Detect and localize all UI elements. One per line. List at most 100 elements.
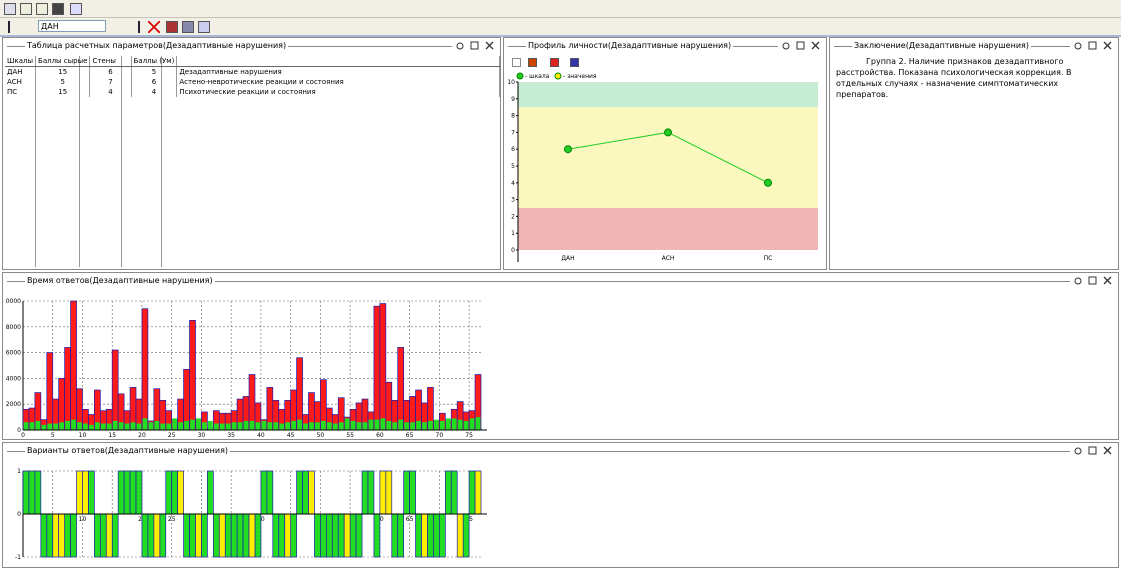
pin-icon — [1074, 447, 1082, 455]
tool-button[interactable] — [52, 3, 64, 15]
tool-button[interactable] — [198, 21, 210, 33]
bar — [451, 418, 457, 430]
y-tick-label: 0 — [17, 427, 21, 434]
bar — [337, 513, 345, 558]
prev-button[interactable] — [24, 21, 36, 33]
bar — [201, 513, 208, 558]
bar — [148, 422, 154, 430]
bar — [231, 422, 237, 430]
x-tick-label: 40 — [257, 432, 265, 437]
bar — [468, 470, 476, 515]
bar — [135, 470, 143, 515]
tool-button[interactable] — [182, 21, 194, 33]
bar — [172, 418, 178, 430]
panel-header: Профиль личности(Дезадаптивные нарушения… — [504, 38, 826, 54]
table-row: АСН 5 7 6 Астено-невротические реакции и сос… — [5, 77, 500, 87]
next-button[interactable] — [113, 21, 125, 33]
table-cell: 15 — [35, 87, 91, 97]
legend-label: - шкала — [525, 73, 550, 80]
bar — [100, 423, 106, 430]
table-cell: 7 — [89, 77, 132, 87]
tool-button[interactable] — [528, 58, 537, 67]
profile-panel: Профиль личности(Дезадаптивные нарушения… — [503, 37, 827, 270]
y-tick-label: 8 — [511, 113, 515, 120]
first-button[interactable] — [8, 21, 20, 33]
bar — [141, 513, 149, 558]
bar — [297, 419, 302, 430]
bar — [117, 470, 125, 515]
pin-icon — [456, 42, 464, 50]
bar — [178, 422, 184, 430]
window-controls — [1074, 41, 1112, 50]
bar — [89, 424, 94, 430]
bar — [225, 423, 231, 430]
bar — [320, 513, 327, 558]
bar — [212, 513, 220, 558]
variants-panel: Варианты ответов(Дезадаптивные нарушения… — [2, 442, 1119, 568]
x-tick-label: ПС — [764, 255, 773, 262]
bar — [64, 347, 71, 431]
tool-button[interactable] — [4, 3, 16, 15]
tool-button[interactable] — [166, 21, 178, 33]
bar — [421, 513, 428, 558]
column-line — [161, 56, 162, 267]
panel-title: Время ответов(Дезадаптивные нарушения) — [25, 276, 215, 285]
bar — [469, 418, 475, 430]
bar — [70, 513, 77, 558]
bar — [326, 422, 332, 430]
y-tick-label: 2000 — [6, 401, 21, 408]
x-tick-label: 35 — [227, 432, 235, 437]
bar — [118, 422, 124, 430]
table-cell: 4 — [89, 87, 132, 97]
panel-header: Варианты ответов(Дезадаптивные нарушения… — [3, 443, 1118, 459]
bar — [439, 513, 446, 558]
bar — [47, 423, 53, 430]
zone-band — [518, 208, 818, 250]
bar — [196, 418, 201, 430]
bar — [230, 513, 238, 558]
bar — [23, 422, 29, 430]
header-row: Шкалы Баллы сырые Стены Баллы (Ум) — [5, 56, 500, 67]
tool-button[interactable] — [36, 3, 48, 15]
bar — [224, 513, 232, 558]
last-button[interactable] — [128, 21, 140, 33]
bar — [243, 420, 249, 430]
bar — [106, 423, 112, 430]
bar — [65, 420, 70, 430]
bar — [35, 420, 41, 430]
bar — [40, 513, 48, 558]
bar — [184, 420, 189, 430]
bar — [279, 423, 285, 430]
table-cell: АСН — [5, 77, 37, 87]
table-cell: 6 — [89, 66, 132, 77]
bar — [380, 418, 386, 430]
tool-button[interactable] — [70, 3, 82, 15]
bar — [261, 420, 267, 430]
bar — [254, 513, 262, 558]
bar — [71, 419, 76, 430]
legend-swatch — [554, 72, 562, 80]
tool-button[interactable] — [570, 58, 579, 67]
window-controls — [456, 41, 494, 50]
bar — [70, 300, 77, 431]
tool-button[interactable] — [550, 58, 559, 67]
bar — [410, 422, 415, 430]
bar — [53, 423, 59, 430]
bar — [367, 470, 375, 515]
y-tick-label: 0 — [511, 247, 515, 254]
tool-button[interactable] — [20, 3, 32, 15]
column-header: Шкалы — [5, 56, 37, 67]
window-controls — [782, 41, 820, 50]
table-cell: ПС — [5, 87, 37, 97]
delete-button[interactable] — [148, 21, 160, 33]
x-tick-label: 65 — [406, 432, 414, 437]
tool-button[interactable] — [512, 58, 521, 67]
column-header — [176, 56, 500, 67]
bar — [202, 422, 207, 430]
bar — [338, 422, 344, 430]
bar — [303, 423, 308, 430]
record-combo[interactable]: ДАН — [38, 20, 106, 32]
bar — [141, 308, 149, 431]
x-tick-label: 50 — [317, 432, 325, 437]
profile-point — [564, 145, 572, 154]
